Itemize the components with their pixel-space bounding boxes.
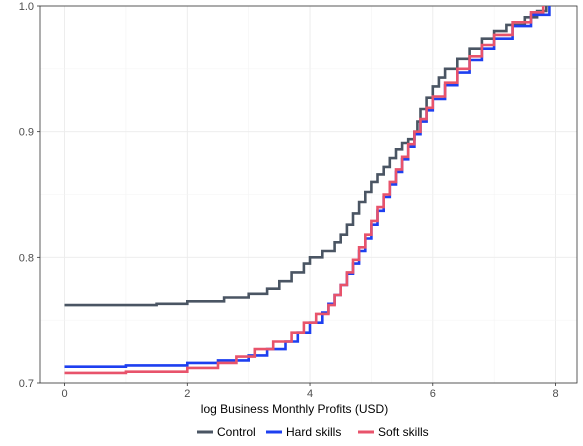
legend-label-control: Control — [217, 425, 256, 439]
legend: Control Hard skills Soft skills — [197, 425, 429, 439]
y-axis-ticks: 0.7 0.8 0.9 1.0 — [19, 1, 40, 390]
series-layer — [64, 6, 551, 375]
x-tick-label: 6 — [430, 388, 436, 400]
series-line-hard-skills — [64, 6, 551, 368]
x-tick-label: 4 — [307, 388, 313, 400]
x-axis-ticks: 0 2 4 6 8 — [61, 383, 559, 400]
legend-label-hard-skills: Hard skills — [286, 425, 341, 439]
x-tick-label: 8 — [552, 388, 558, 400]
legend-label-soft-skills: Soft skills — [378, 425, 429, 439]
x-axis-title: log Business Monthly Profits (USD) — [201, 402, 388, 416]
y-tick-label: 0.8 — [19, 252, 34, 264]
y-tick-label: 0.7 — [19, 378, 34, 390]
y-tick-label: 0.9 — [19, 127, 34, 139]
y-tick-label: 1.0 — [19, 1, 34, 13]
series-line-soft-skills — [64, 6, 545, 375]
panel-border — [39, 5, 578, 384]
x-tick-label: 2 — [184, 388, 190, 400]
x-tick-label: 0 — [61, 388, 67, 400]
